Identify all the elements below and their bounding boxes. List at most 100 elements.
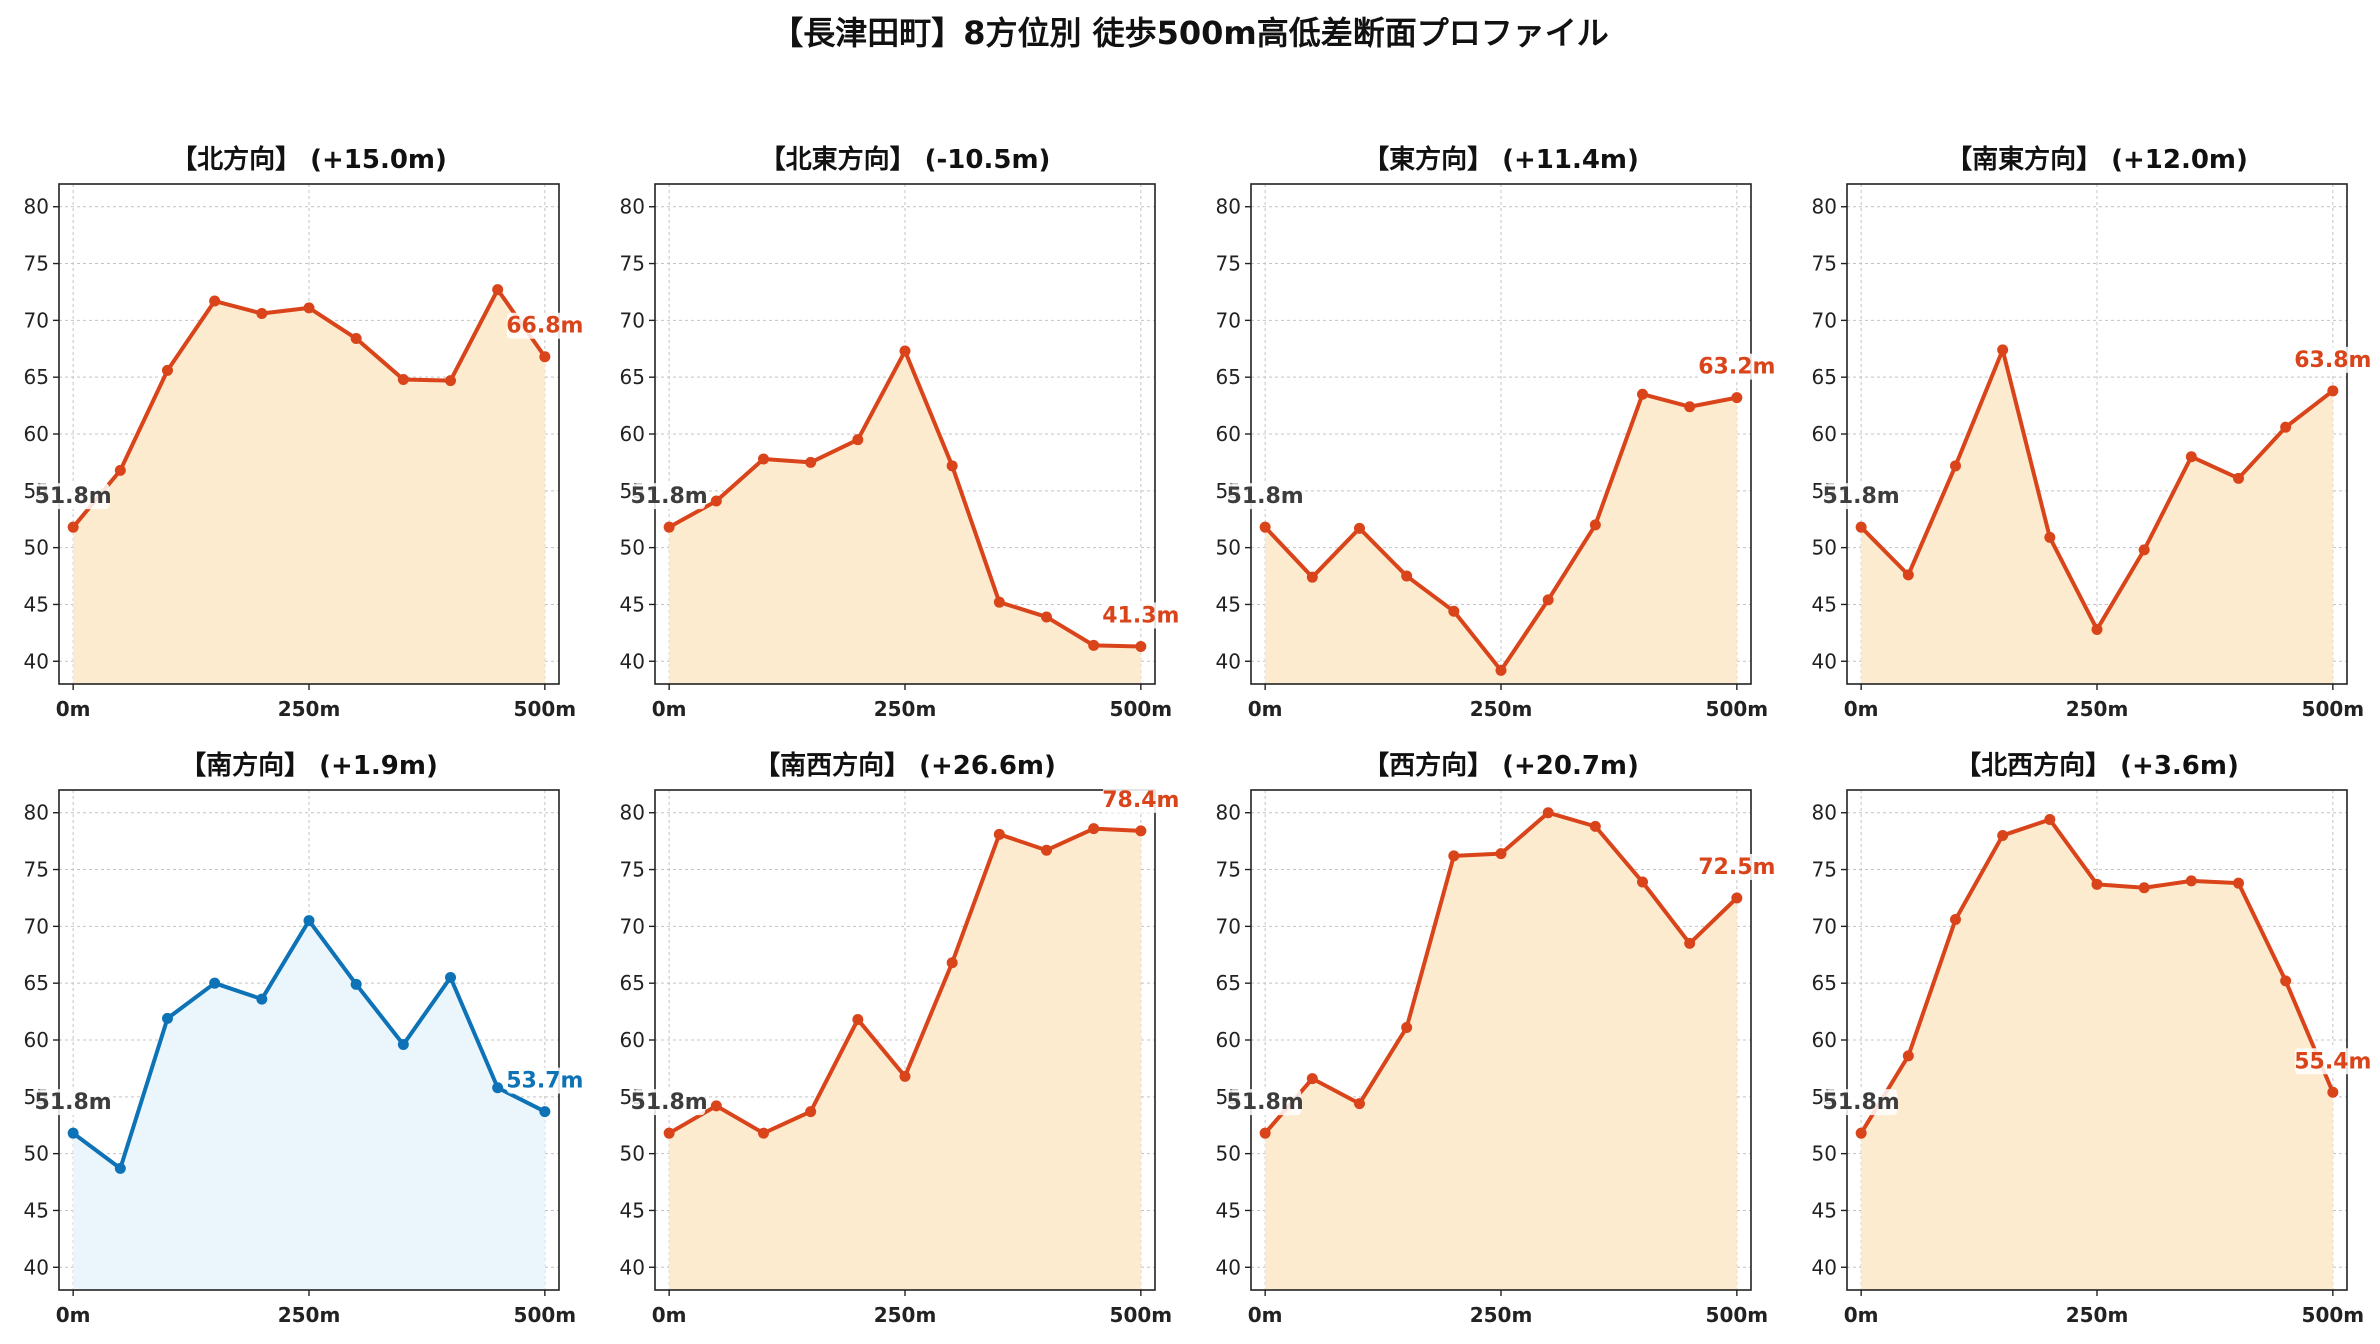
- y-tick-label: 45: [1812, 1198, 1837, 1222]
- panel-title: 【西方向】 (+20.7m): [1363, 750, 1639, 781]
- y-tick-label: 50: [24, 1142, 49, 1166]
- x-tick-label: 500m: [1110, 697, 1173, 721]
- data-point: [710, 1100, 722, 1112]
- data-point: [946, 957, 958, 969]
- start-label-bg: [37, 1089, 110, 1116]
- data-point: [2327, 1086, 2339, 1098]
- data-point: [1088, 639, 1100, 651]
- data-point: [2327, 385, 2339, 397]
- data-point: [2138, 544, 2150, 556]
- data-point: [1589, 820, 1601, 832]
- data-point: [1855, 521, 1867, 533]
- y-tick-label: 70: [620, 308, 645, 332]
- y-tick-label: 75: [1812, 252, 1837, 276]
- y-tick-label: 80: [1216, 195, 1241, 219]
- y-tick-label: 70: [1812, 914, 1837, 938]
- y-tick-label: 40: [24, 1255, 49, 1279]
- y-tick-label: 60: [620, 1028, 645, 1052]
- y-tick-label: 75: [620, 858, 645, 882]
- data-point: [1637, 388, 1649, 400]
- data-point: [993, 596, 1005, 608]
- panel-title: 【北東方向】 (-10.5m): [760, 144, 1051, 175]
- end-label: 72.5m: [1698, 855, 1775, 880]
- data-point: [539, 351, 551, 363]
- area-fill: [669, 828, 1141, 1290]
- data-point: [1637, 876, 1649, 888]
- data-point: [1902, 569, 1914, 581]
- data-point: [805, 1106, 817, 1118]
- data-point: [757, 453, 769, 465]
- y-tick-label: 45: [620, 592, 645, 616]
- y-tick-label: 40: [1216, 1255, 1241, 1279]
- data-point: [1353, 522, 1365, 534]
- panel-title: 【北西方向】 (+3.6m): [1955, 750, 2239, 781]
- data-point: [350, 333, 362, 345]
- data-point: [805, 456, 817, 468]
- x-tick-label: 250m: [874, 1303, 937, 1327]
- y-tick-label: 45: [24, 592, 49, 616]
- y-tick-label: 50: [620, 1142, 645, 1166]
- y-tick-label: 65: [1216, 971, 1241, 995]
- end-label: 63.2m: [1698, 355, 1775, 380]
- panel-title: 【南方向】 (+1.9m): [180, 750, 438, 781]
- start-label-bg: [633, 483, 706, 510]
- data-point: [2138, 882, 2150, 894]
- y-tick-label: 80: [1812, 195, 1837, 219]
- data-point: [852, 434, 864, 446]
- data-point: [1401, 570, 1413, 582]
- data-point: [2233, 877, 2245, 889]
- area-fill: [669, 351, 1141, 684]
- y-tick-label: 50: [1216, 536, 1241, 560]
- data-point: [663, 521, 675, 533]
- panel-title: 【南東方向】 (+12.0m): [1946, 144, 2248, 175]
- y-tick-label: 40: [1812, 1255, 1837, 1279]
- data-point: [445, 375, 457, 387]
- y-tick-label: 60: [620, 422, 645, 446]
- x-tick-label: 0m: [652, 697, 687, 721]
- x-tick-label: 500m: [1110, 1303, 1173, 1327]
- data-point: [2185, 875, 2197, 887]
- data-point: [2280, 421, 2292, 433]
- data-point: [1135, 641, 1147, 652]
- y-tick-label: 60: [24, 422, 49, 446]
- data-point: [2233, 472, 2245, 484]
- end-label-bg: [506, 312, 583, 339]
- data-point: [946, 460, 958, 472]
- end-label: 41.3m: [1102, 604, 1179, 629]
- x-tick-label: 500m: [514, 1303, 577, 1327]
- data-point: [492, 284, 504, 296]
- data-point: [161, 364, 173, 376]
- data-point: [1135, 825, 1147, 837]
- data-point: [1353, 1098, 1365, 1110]
- y-tick-label: 40: [620, 1255, 645, 1279]
- data-point: [256, 993, 268, 1005]
- y-tick-label: 50: [24, 536, 49, 560]
- x-tick-label: 250m: [2066, 697, 2129, 721]
- data-point: [2091, 623, 2103, 635]
- y-tick-label: 60: [1812, 422, 1837, 446]
- data-point: [1542, 594, 1554, 606]
- x-tick-label: 500m: [2302, 697, 2365, 721]
- end-label: 53.7m: [506, 1069, 583, 1094]
- start-label-bg: [633, 1089, 706, 1116]
- data-point: [209, 295, 221, 307]
- data-point: [1684, 937, 1696, 949]
- x-tick-label: 500m: [2302, 1303, 2365, 1327]
- end-label: 55.4m: [2294, 1049, 2371, 1074]
- data-point: [492, 1082, 504, 1094]
- start-label-bg: [1229, 1089, 1302, 1116]
- end-label-bg: [1698, 853, 1775, 880]
- y-tick-label: 65: [24, 971, 49, 995]
- data-point: [303, 915, 315, 927]
- panel-title: 【南西方向】 (+26.6m): [754, 750, 1056, 781]
- data-point: [899, 345, 911, 357]
- start-label: 51.8m: [631, 484, 708, 509]
